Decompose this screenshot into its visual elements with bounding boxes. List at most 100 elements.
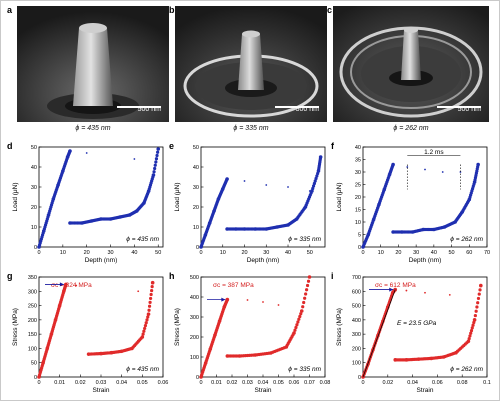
data-point <box>307 275 312 279</box>
panel-label-c: c <box>327 5 333 15</box>
burst-point <box>243 180 246 182</box>
data-point <box>146 315 150 319</box>
x-tick-label: 10 <box>220 250 226 256</box>
y-tick-label: 10 <box>355 220 361 226</box>
y-axis-label: Stress (MPa) <box>336 308 343 346</box>
data-point <box>311 184 316 188</box>
burst-point <box>406 166 409 168</box>
x-tick-label: 0.08 <box>457 380 468 386</box>
scale-bar-label-c: 500 nm <box>457 106 481 113</box>
panel-label-e: e <box>169 141 175 151</box>
y-axis-label: Stress (MPa) <box>174 308 181 346</box>
x-tick-label: 0 <box>361 380 364 386</box>
data-point <box>154 157 159 161</box>
panel-label-d: d <box>7 141 13 151</box>
critical-stress-label: σc = 387 MPa <box>213 282 254 289</box>
data-point <box>64 282 68 287</box>
x-tick-label: 30 <box>413 250 419 256</box>
data-point <box>311 186 315 191</box>
data-point <box>292 331 296 335</box>
x-tick-label: 20 <box>241 250 247 256</box>
burst-point <box>405 289 408 292</box>
data-point <box>143 323 148 328</box>
data-point <box>476 162 480 167</box>
y-axis-label: Load (μN) <box>12 182 19 211</box>
x-tick-label: 40 <box>431 250 437 256</box>
y-tick-label: 30 <box>31 185 37 191</box>
data-point <box>294 325 298 330</box>
arrow-head-icon <box>59 282 64 287</box>
data-point <box>469 328 474 333</box>
x-axis-label: Strain <box>255 387 272 394</box>
burst-point <box>137 290 140 293</box>
panel-label-b: b <box>169 5 175 15</box>
burst-point <box>75 284 78 287</box>
y-tick-label: 300 <box>352 332 361 338</box>
data-point <box>150 285 154 289</box>
sem-image-c: 500 nm <box>333 6 489 122</box>
caption-c: ϕ = 262 nm <box>393 125 429 132</box>
x-tick-label: 40 <box>131 250 137 256</box>
burst-point <box>85 152 88 154</box>
x-tick-label: 0.01 <box>54 380 65 386</box>
x-tick-label: 0.01 <box>211 380 222 386</box>
y-tick-label: 40 <box>193 165 199 171</box>
modulus-label: E = 23.5 GPa <box>397 320 437 327</box>
x-tick-label: 60 <box>466 250 472 256</box>
load-depth-chart-335: 0 10 20 30 40 50 0 10 20 30 40 50 Depth (nm) Load (μN… <box>174 145 326 264</box>
data-point <box>225 297 230 302</box>
y-tick-label: 700 <box>352 275 361 281</box>
caption-a: ϕ = 435 nm <box>75 125 111 132</box>
data-point <box>150 280 155 285</box>
diameter-label: ϕ = 435 nm <box>126 236 159 243</box>
modulus-fit-line <box>362 289 396 378</box>
x-tick-label: 10 <box>378 250 384 256</box>
y-tick-label: 300 <box>190 315 199 321</box>
x-tick-label: 20 <box>84 250 90 256</box>
data-point <box>468 334 472 338</box>
data-point <box>152 170 156 174</box>
data-point <box>146 312 151 316</box>
data-point <box>295 323 299 327</box>
data-point <box>147 308 151 312</box>
x-tick-label: 0.02 <box>75 380 86 386</box>
data-point <box>143 326 147 331</box>
data-point <box>473 313 477 318</box>
data-point <box>302 300 306 305</box>
plot-frame <box>362 276 488 378</box>
x-tick-label: 0 <box>361 250 364 256</box>
x-tick-label: 0.05 <box>137 380 148 386</box>
data-point <box>391 162 395 167</box>
x-axis-label: Depth (nm) <box>85 257 118 264</box>
y-tick-label: 10 <box>193 225 199 231</box>
scale-bar-label-a: 500 nm <box>137 106 161 113</box>
x-tick-label: 50 <box>449 250 455 256</box>
x-tick-label: 0.02 <box>382 380 393 386</box>
data-point <box>140 335 145 339</box>
y-axis-label: Stress (MPa) <box>12 308 19 346</box>
data-point <box>312 181 316 186</box>
data-point <box>472 320 476 325</box>
y-tick-label: 200 <box>28 318 37 324</box>
y-tick-label: 0 <box>358 245 361 251</box>
y-tick-label: 0 <box>196 245 199 251</box>
x-tick-label: 50 <box>307 250 313 256</box>
y-tick-label: 50 <box>31 361 37 367</box>
critical-stress-label: σc = 324 MPa <box>51 282 92 289</box>
x-tick-label: 0.05 <box>273 380 284 386</box>
y-axis-label: Load (μN) <box>174 182 181 211</box>
data-point <box>154 160 158 164</box>
x-tick-label: 0.1 <box>483 380 491 386</box>
y-tick-label: 10 <box>31 225 37 231</box>
y-tick-label: 5 <box>358 233 361 239</box>
data-point <box>296 320 300 324</box>
panel-label-i: i <box>331 271 334 281</box>
panel-label-g: g <box>7 271 13 281</box>
data-point <box>147 304 152 308</box>
micropillar-262-image <box>333 6 489 122</box>
stress-strain-chart-335: 0 0.01 0.02 0.03 0.04 0.05 0.06 0.07 0.08 0 100 200… <box>174 275 330 394</box>
data-point <box>142 329 146 333</box>
data-point <box>466 339 471 344</box>
